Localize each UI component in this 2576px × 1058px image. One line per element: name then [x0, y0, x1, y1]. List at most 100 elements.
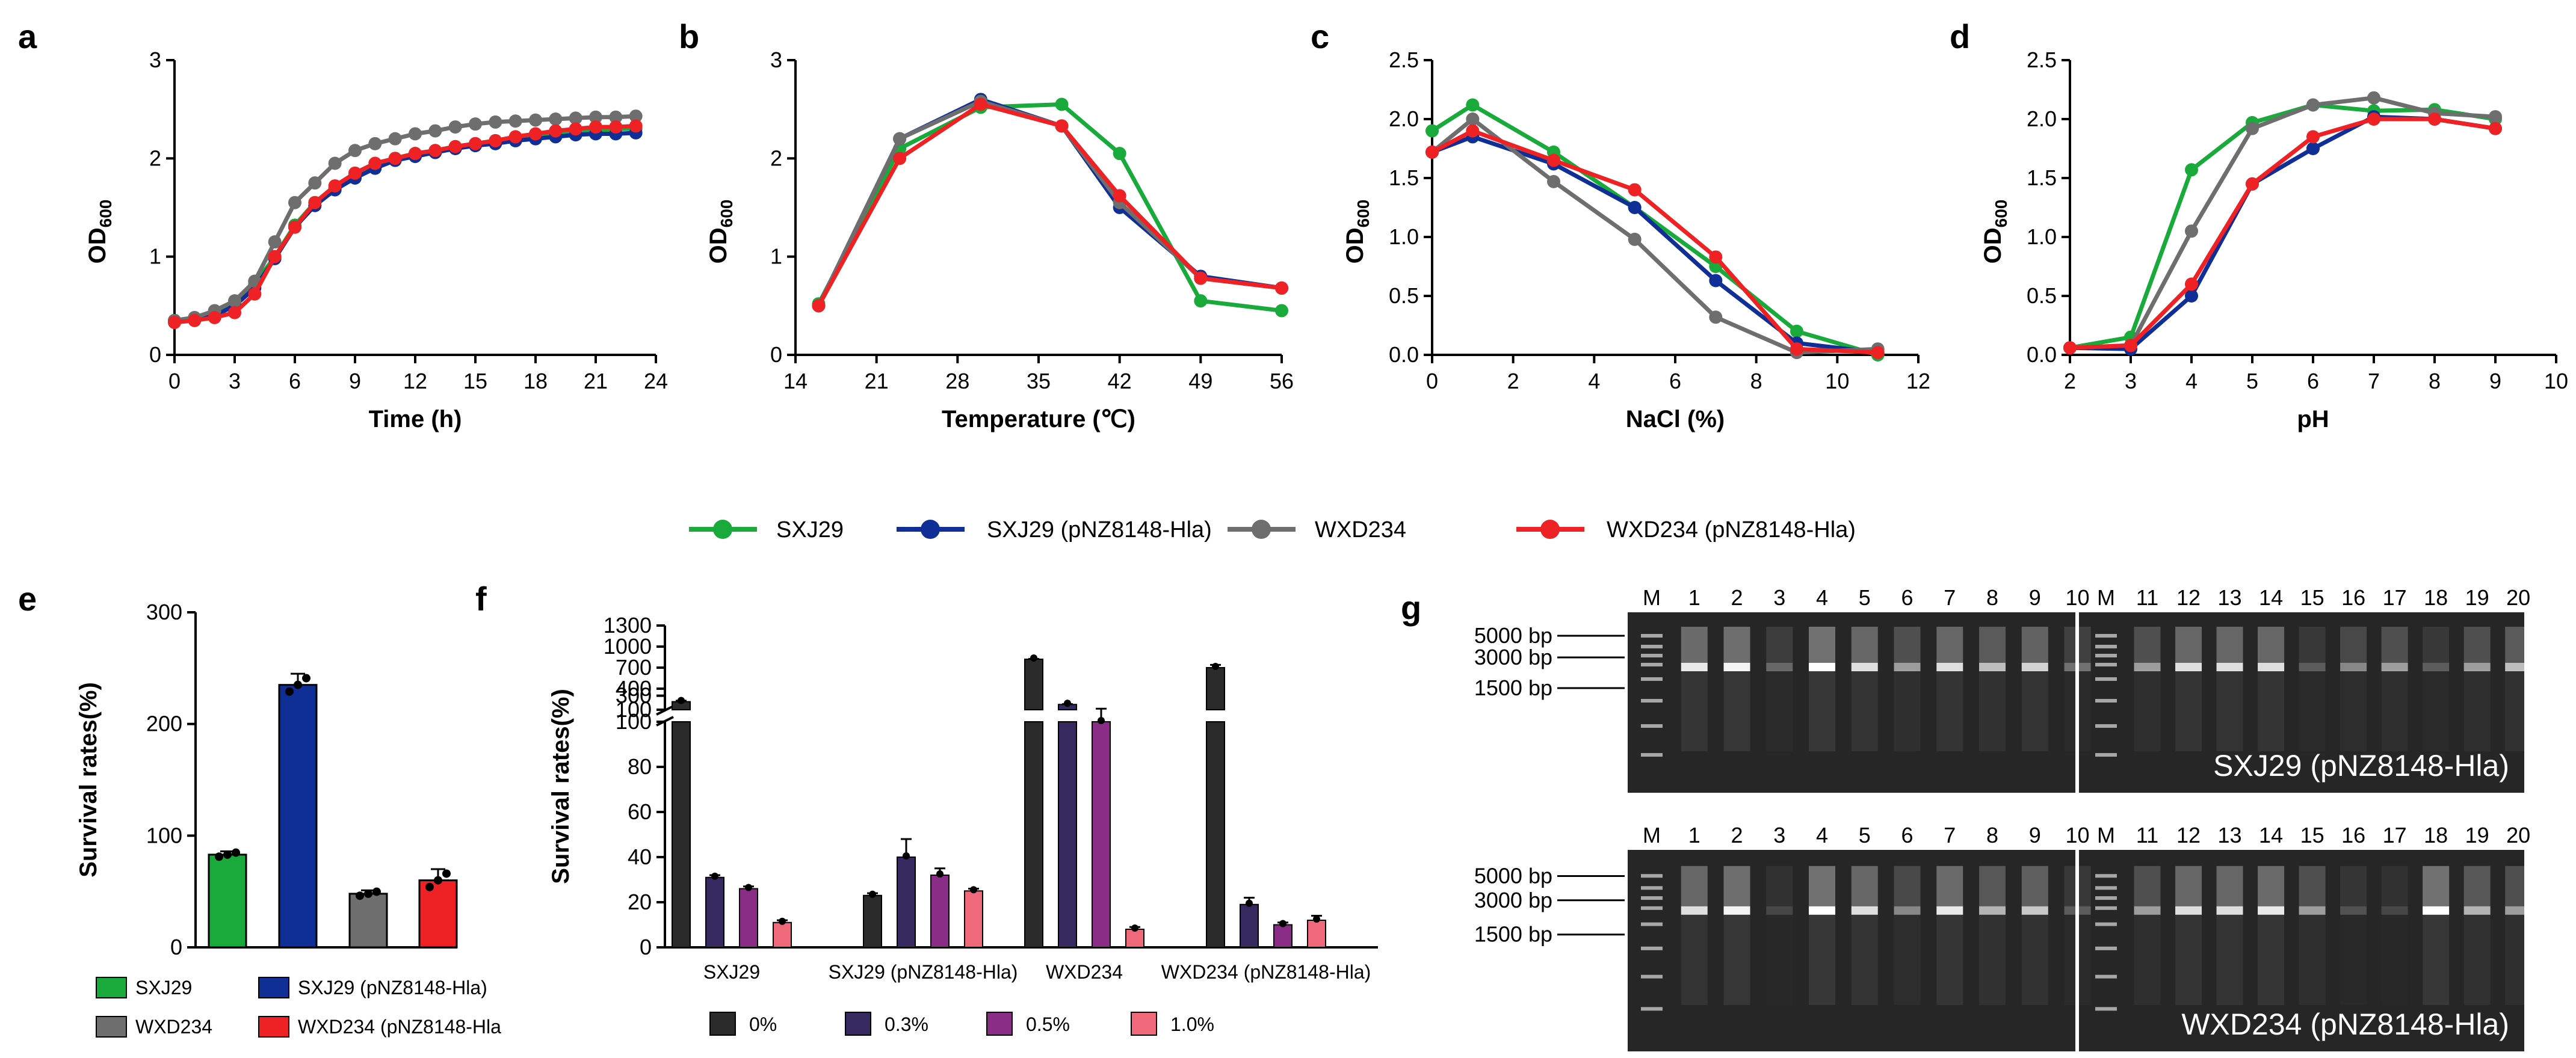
y-tick-label: 2.0: [2027, 106, 2057, 131]
x-tick-label: WXD234 (pNZ8148-Hla): [1161, 961, 1371, 983]
dna-band: [2064, 663, 2091, 671]
lane-label-5: 5: [1859, 585, 1871, 610]
bar-0-5-wxd234: [1092, 721, 1111, 948]
y-axis-label-subscript: 600: [717, 200, 736, 228]
lane-label-18: 18: [2424, 823, 2448, 847]
bar-0-wxd234: [1024, 721, 1043, 948]
legend-marker-wxd234: [1252, 520, 1271, 539]
dna-band: [2216, 663, 2243, 671]
dna-smear: [2258, 670, 2285, 751]
replicate-point-0-5-sxj29-pnz8148-hla: [936, 870, 944, 878]
data-point-wxd234: [1466, 112, 1480, 126]
data-point-wxd234-pnz8148-hla: [2124, 339, 2137, 352]
dna-band: [1766, 663, 1793, 671]
dna-smear: [2340, 866, 2367, 906]
lane-label-9: 9: [2029, 823, 2041, 847]
data-point-wxd234-pnz8148-hla: [1628, 183, 1642, 197]
lane-label-19: 19: [2465, 823, 2489, 847]
data-point-wxd234-pnz8148-hla: [1709, 250, 1723, 264]
lane-label-3: 3: [1773, 823, 1785, 847]
bar-wxd234-pnz8148-hla: [418, 879, 458, 949]
dna-band: [2175, 663, 2202, 671]
chart-b: 0 1 2 3 14 21 28 35 42 49 56 Temperature (℃) OD600: [705, 48, 1294, 432]
dna-smear: [2505, 670, 2532, 751]
bar-sxj29: [208, 853, 247, 949]
chart-e: 0 100 200 300 Survival rates(%): [75, 600, 458, 959]
data-point-wxd234-pnz8148-hla: [469, 137, 482, 150]
legend-swatch-wxd234: [96, 1016, 127, 1038]
data-point-wxd234-pnz8148-hla: [2306, 130, 2320, 144]
x-tick-label: 21: [865, 369, 889, 393]
y-tick-label: 0.0: [1389, 342, 1419, 367]
dna-smear: [2134, 914, 2161, 1005]
dna-smear: [1851, 866, 1878, 906]
lane-label-12: 12: [2176, 823, 2201, 847]
legend-swatch-sxj29: [96, 977, 127, 998]
bar-1-0-sxj29: [773, 921, 792, 948]
replicate-point-0-3-sxj29: [711, 872, 718, 880]
y-tick-label: 0.5: [1389, 283, 1419, 308]
dna-smear: [2175, 914, 2202, 1005]
ladder-band: [1641, 724, 1663, 728]
x-tick-label: 12: [403, 369, 427, 393]
replicate-point-0-3-wxd234: [1064, 700, 1071, 707]
lane-label-1: 1: [1688, 585, 1700, 610]
lane-label-8: 8: [1986, 823, 1998, 847]
ladder-band: [2095, 886, 2117, 890]
ladder-band: [2095, 874, 2117, 878]
data-point-wxd234: [489, 115, 502, 129]
data-point-wxd234-pnz8148-hla: [974, 97, 987, 111]
dna-smear: [1894, 866, 1921, 906]
legend-swatch-10pct: [1131, 1012, 1157, 1036]
data-point-wxd234-pnz8148-hla: [448, 140, 462, 153]
y-tick-label: 100: [616, 697, 652, 722]
dna-smear: [1936, 914, 1963, 1005]
bp-marker-label: 3000 bp: [1474, 645, 1552, 669]
lane-label-15: 15: [2300, 823, 2324, 847]
y-tick-label: 100: [146, 823, 182, 847]
data-point-wxd234-pnz8148-hla: [2428, 112, 2441, 126]
replicate-point-sxj29: [215, 852, 223, 861]
x-tick-label: 5: [2246, 369, 2258, 393]
dna-smear: [2505, 627, 2532, 663]
data-point-sxj29: [2185, 163, 2198, 177]
dna-band: [2505, 663, 2532, 671]
dna-smear: [2299, 670, 2326, 751]
dna-smear: [2463, 914, 2491, 1005]
data-point-wxd234-pnz8148-hla: [1466, 124, 1480, 138]
data-point-sxj29: [1055, 97, 1069, 111]
y-tick-label: 1.0: [1389, 224, 1419, 249]
series-line-sxj29-pnz8148-hla: [817, 97, 1282, 307]
data-point-wxd234: [2306, 98, 2320, 112]
y-tick-label: 100: [616, 709, 652, 734]
x-tick-label: 6: [289, 369, 301, 393]
dna-band: [2258, 906, 2285, 915]
y-tick-label: 2.0: [1389, 106, 1419, 131]
dna-band: [1681, 906, 1708, 915]
dna-band: [1979, 663, 2006, 671]
replicate-point-0-5-wxd234: [1098, 717, 1105, 724]
x-axis-label: NaCl (%): [1626, 406, 1725, 432]
ladder-band: [1641, 699, 1663, 703]
data-point-wxd234-pnz8148-hla: [569, 122, 582, 136]
dna-smear: [1723, 627, 1750, 663]
data-point-sxj29: [1113, 147, 1126, 161]
data-point-wxd234: [2489, 110, 2502, 124]
data-point-wxd234: [409, 127, 422, 141]
lane-label-16: 16: [2341, 823, 2365, 847]
data-point-wxd234: [893, 132, 907, 146]
gel-strain-label: WXD234 (pNZ8148-Hla): [2181, 1007, 2509, 1041]
lane-label-13: 13: [2218, 823, 2242, 847]
panel-label-e: e: [18, 580, 37, 618]
dna-smear: [1723, 866, 1750, 906]
legend-swatch-0pct: [709, 1012, 736, 1036]
lane-label-m: M: [2097, 585, 2115, 610]
data-point-wxd234-pnz8148-hla: [1275, 281, 1288, 295]
dna-smear: [2175, 866, 2202, 906]
dna-smear: [1723, 670, 1750, 751]
dna-smear: [1809, 627, 1836, 663]
panel-label-g: g: [1401, 589, 1421, 627]
dna-band: [2021, 906, 2048, 915]
series-line-wxd234: [1430, 117, 1878, 355]
